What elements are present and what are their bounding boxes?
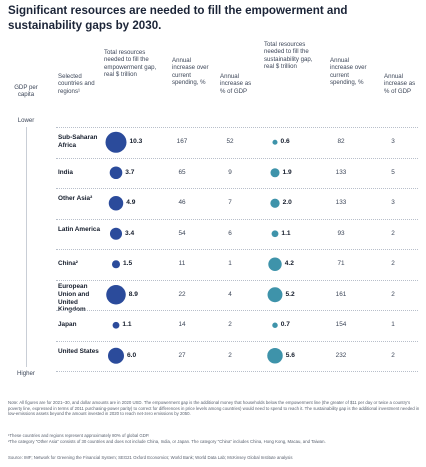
sustainability-total-value: 5.6 (285, 351, 295, 359)
sustainability-total-value: 4.2 (284, 260, 294, 268)
region-label: European Union and United Kingdom (58, 283, 90, 314)
sustainability-increase-value: 133 (335, 199, 347, 207)
empowerment-gdp-value: 4 (228, 290, 232, 298)
sustainability-bubble (272, 139, 278, 145)
header-empowerment-increase: Annual increase over current spending, % (172, 57, 209, 87)
sustainability-increase-value: 133 (335, 168, 347, 176)
gdp-axis-label: GDP per capita (14, 84, 38, 99)
sustainability-gdp-value: 1 (391, 321, 395, 329)
empowerment-increase-value: 46 (178, 199, 186, 207)
header-sustainability-gdp: Annual increase as % of GDP (384, 73, 416, 95)
gdp-axis-higher-label: Higher (17, 370, 35, 377)
region-label: Sub-Saharan Africa (58, 134, 98, 150)
sustainability-bubble (267, 348, 283, 364)
sustainability-increase-value: 93 (337, 229, 345, 237)
region-label: Other Asia² (58, 195, 93, 203)
empowerment-bubble (112, 321, 120, 329)
empowerment-increase-value: 27 (178, 351, 186, 359)
empowerment-gdp-value: 2 (228, 351, 232, 359)
sustainability-gdp-value: 2 (391, 290, 395, 298)
empowerment-total-value: 8.9 (128, 290, 138, 298)
empowerment-total-value: 3.7 (125, 168, 135, 176)
empowerment-increase-value: 11 (178, 260, 186, 268)
region-label: Japan (58, 321, 77, 329)
header-empowerment-gdp: Annual increase as % of GDP (220, 73, 252, 95)
empowerment-bubble (108, 196, 124, 211)
row-separator (56, 310, 418, 311)
row-separator (56, 371, 418, 372)
empowerment-increase-value: 167 (176, 138, 188, 146)
empowerment-bubble (106, 284, 126, 305)
gdp-axis-line (26, 127, 27, 367)
sustainability-bubble (270, 198, 280, 208)
empowerment-gdp-value: 52 (226, 138, 234, 146)
sustainability-increase-value: 154 (335, 321, 347, 329)
sustainability-total-value: 0.6 (280, 138, 290, 146)
empowerment-total-value: 1.5 (123, 260, 133, 268)
header-empowerment-total: Total resources needed to fill the empow… (104, 49, 157, 79)
row-separator (56, 188, 418, 189)
row-separator (56, 127, 418, 128)
sustainability-gdp-value: 2 (391, 229, 395, 237)
sustainability-gdp-value: 3 (391, 199, 395, 207)
empowerment-total-value: 6.0 (127, 351, 137, 359)
empowerment-bubble (107, 347, 125, 364)
empowerment-total-value: 10.3 (129, 138, 143, 146)
empowerment-gdp-value: 6 (228, 229, 232, 237)
sustainability-total-value: 1.9 (282, 168, 292, 176)
empowerment-bubble (111, 260, 121, 269)
region-label: China² (58, 260, 78, 268)
sustainability-bubble (271, 230, 279, 238)
empowerment-increase-value: 65 (178, 168, 186, 176)
region-label: India (58, 168, 73, 176)
footnote-1: ¹These countries and regions represent a… (8, 433, 150, 438)
row-separator (56, 157, 418, 159)
sustainability-total-value: 5.2 (285, 290, 295, 298)
empowerment-gdp-value: 9 (228, 168, 232, 176)
region-label: Latin America (58, 225, 101, 233)
footnote-2: ²The category "Other Asia" consists of 3… (8, 439, 326, 444)
sustainability-increase-value: 71 (337, 260, 345, 268)
header-sustainability-increase: Annual increase over current spending, % (330, 57, 367, 87)
empowerment-total-value: 3.4 (125, 229, 135, 237)
sustainability-increase-value: 161 (335, 290, 347, 298)
chart-title: Significant resources are needed to fill… (8, 4, 348, 32)
gdp-axis-lower-label: Lower (17, 117, 35, 124)
empowerment-gdp-value: 2 (228, 321, 232, 329)
empowerment-gdp-value: 1 (228, 260, 232, 268)
empowerment-increase-value: 14 (178, 321, 186, 329)
sustainability-bubble (270, 168, 280, 178)
sustainability-total-value: 1.1 (281, 229, 291, 237)
empowerment-increase-value: 22 (178, 290, 186, 298)
empowerment-bubble (109, 227, 123, 240)
empowerment-gdp-value: 7 (228, 199, 232, 207)
row-separator (56, 249, 418, 250)
sustainability-gdp-value: 2 (391, 351, 395, 359)
row-separator (56, 279, 418, 281)
row-separator (56, 218, 418, 220)
sustainability-bubble (272, 322, 278, 328)
header-sustainability-total: Total resources needed to fill the susta… (264, 41, 313, 71)
empowerment-increase-value: 54 (178, 229, 186, 237)
sustainability-gdp-value: 5 (391, 168, 395, 176)
sustainability-gdp-value: 2 (391, 260, 395, 268)
sustainability-bubble (268, 257, 282, 271)
region-label: United States (58, 347, 99, 355)
source-text: Source: IMF; Network for Greening the Fi… (8, 455, 293, 460)
header-region: Selected countries and regions¹ (58, 73, 95, 95)
sustainability-total-value: 2.0 (282, 199, 292, 207)
sustainability-increase-value: 82 (337, 138, 345, 146)
empowerment-bubble (109, 166, 123, 180)
row-separator (56, 340, 418, 342)
empowerment-bubble (105, 131, 127, 153)
sustainability-increase-value: 232 (335, 351, 347, 359)
note-text: Note: All figures are for 2021–30, and d… (8, 400, 420, 417)
sustainability-total-value: 0.7 (280, 321, 290, 329)
empowerment-total-value: 4.9 (126, 199, 136, 207)
empowerment-total-value: 1.1 (122, 321, 132, 329)
sustainability-gdp-value: 3 (391, 138, 395, 146)
sustainability-bubble (267, 287, 283, 303)
